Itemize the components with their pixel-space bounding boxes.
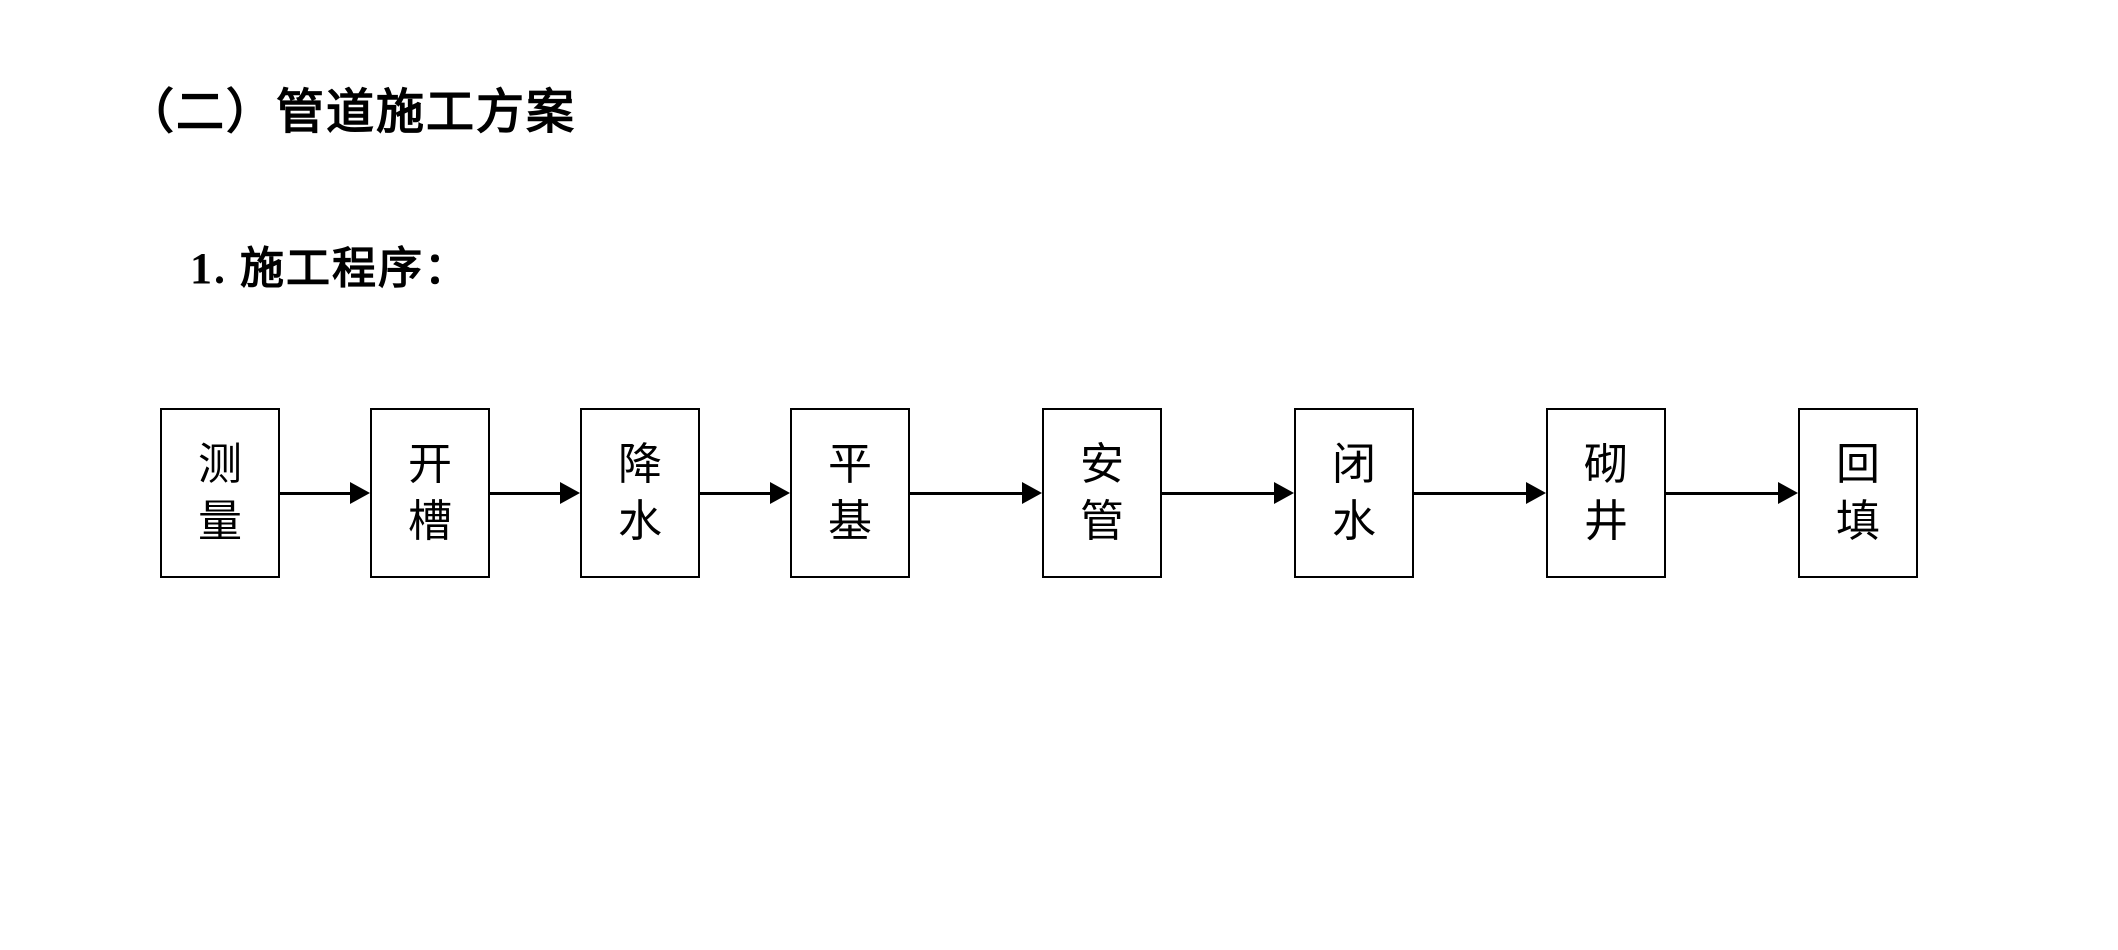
arrow-head-icon	[1778, 482, 1798, 504]
arrow-head-icon	[350, 482, 370, 504]
arrow-line	[910, 492, 1022, 495]
flow-node-char1: 回	[1836, 436, 1880, 493]
flow-arrow	[490, 492, 580, 494]
flow-arrow	[1162, 492, 1294, 494]
arrow-line	[490, 492, 560, 495]
flow-node-char1: 降	[618, 436, 662, 493]
flow-arrow	[910, 492, 1042, 494]
arrow-head-icon	[560, 482, 580, 504]
flow-node-n5: 安管	[1042, 408, 1162, 578]
flow-arrow	[700, 492, 790, 494]
flow-node-char1: 测	[198, 436, 242, 493]
arrow-line	[700, 492, 770, 495]
arrow-head-icon	[1526, 482, 1546, 504]
flow-node-char2: 井	[1584, 493, 1628, 550]
arrow-head-icon	[1022, 482, 1042, 504]
flow-node-char1: 安	[1080, 436, 1124, 493]
flow-node-char2: 水	[1332, 493, 1376, 550]
flow-arrow	[280, 492, 370, 494]
subsection-title: 1. 施工程序：	[190, 232, 470, 296]
arrow-head-icon	[1274, 482, 1294, 504]
flow-node-char1: 开	[408, 436, 452, 493]
flow-node-n1: 测量	[160, 408, 280, 578]
flow-node-char2: 水	[618, 493, 662, 550]
flow-arrow	[1666, 492, 1798, 494]
flow-node-n6: 闭水	[1294, 408, 1414, 578]
flow-node-char2: 基	[828, 493, 872, 550]
flow-node-char2: 量	[198, 493, 242, 550]
arrow-line	[1162, 492, 1274, 495]
section-title: （二）管道施工方案	[126, 72, 576, 142]
arrow-line	[1666, 492, 1778, 495]
flow-arrow	[1414, 492, 1546, 494]
arrow-line	[280, 492, 350, 495]
flow-node-char2: 槽	[408, 493, 452, 550]
flow-node-char1: 闭	[1332, 436, 1376, 493]
arrow-head-icon	[770, 482, 790, 504]
flow-node-n8: 回填	[1798, 408, 1918, 578]
arrow-line	[1414, 492, 1526, 495]
flow-node-char2: 管	[1080, 493, 1124, 550]
flow-node-n7: 砌井	[1546, 408, 1666, 578]
flowchart: 测量开槽降水平基安管闭水砌井回填	[160, 408, 1918, 578]
flow-node-n2: 开槽	[370, 408, 490, 578]
flow-node-char1: 平	[828, 436, 872, 493]
flow-node-n3: 降水	[580, 408, 700, 578]
flow-node-char1: 砌	[1584, 436, 1628, 493]
flow-node-n4: 平基	[790, 408, 910, 578]
flow-node-char2: 填	[1836, 493, 1880, 550]
